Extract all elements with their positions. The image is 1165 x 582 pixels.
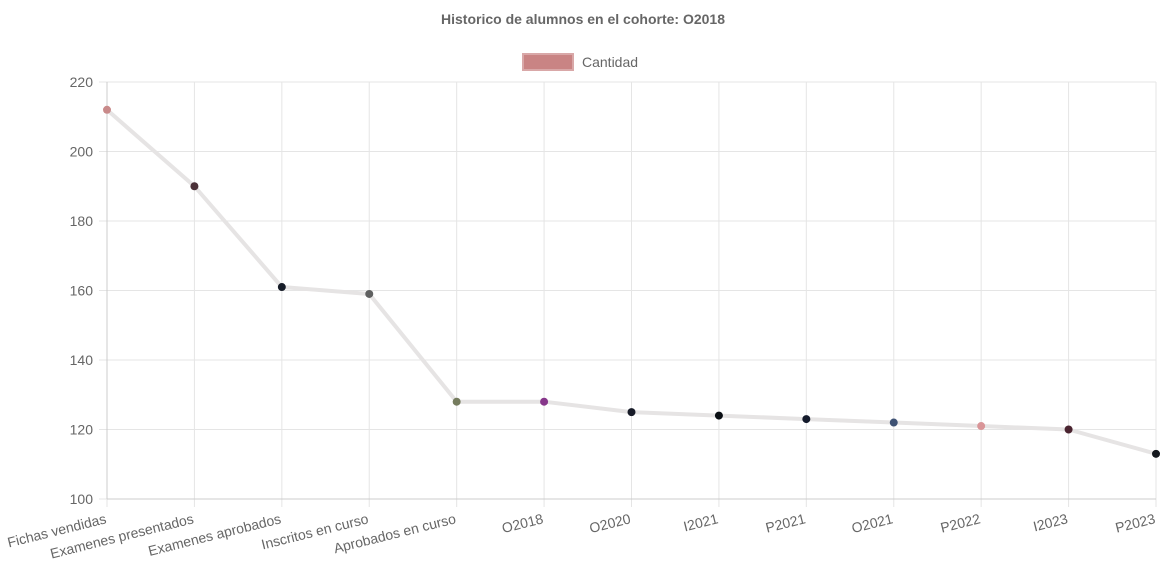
y-tick-label: 160 <box>70 283 94 299</box>
grid <box>99 81 1157 507</box>
y-axis-ticks: 100 120 140 160 180 200 220 <box>70 74 94 507</box>
x-tick-label: O2021 <box>850 510 895 536</box>
y-tick-label: 100 <box>70 491 94 507</box>
y-tick-label: 140 <box>70 352 94 368</box>
x-tick-label: P2021 <box>764 510 807 535</box>
axes <box>106 82 1156 500</box>
data-point <box>627 408 636 417</box>
data-point <box>277 283 286 292</box>
x-tick-label: P2023 <box>1114 510 1157 535</box>
data-point <box>540 397 549 406</box>
data-point <box>190 182 199 191</box>
data-point <box>1152 449 1160 458</box>
y-tick-label: 120 <box>70 422 94 438</box>
data-point <box>103 105 111 114</box>
data-point <box>1064 425 1073 434</box>
data-point <box>802 415 811 424</box>
data-point <box>365 289 374 298</box>
x-tick-label: I2021 <box>682 510 720 534</box>
x-tick-label: O2018 <box>500 510 545 536</box>
data-point <box>889 418 898 427</box>
x-tick-label: O2020 <box>588 510 633 536</box>
x-tick-label: P2022 <box>939 510 982 535</box>
legend-label: Cantidad <box>582 54 638 70</box>
x-tick-label: I2023 <box>1031 510 1069 534</box>
legend-swatch <box>522 53 574 71</box>
series-cantidad <box>103 105 1160 458</box>
y-tick-label: 200 <box>70 144 94 160</box>
chart-title: Historico de alumnos en el cohorte: O201… <box>441 11 725 27</box>
y-tick-label: 220 <box>70 74 94 90</box>
y-tick-label: 180 <box>70 213 94 229</box>
legend[interactable]: Cantidad <box>522 53 638 71</box>
data-point <box>452 397 461 406</box>
data-point <box>714 411 723 420</box>
data-point <box>977 422 986 431</box>
